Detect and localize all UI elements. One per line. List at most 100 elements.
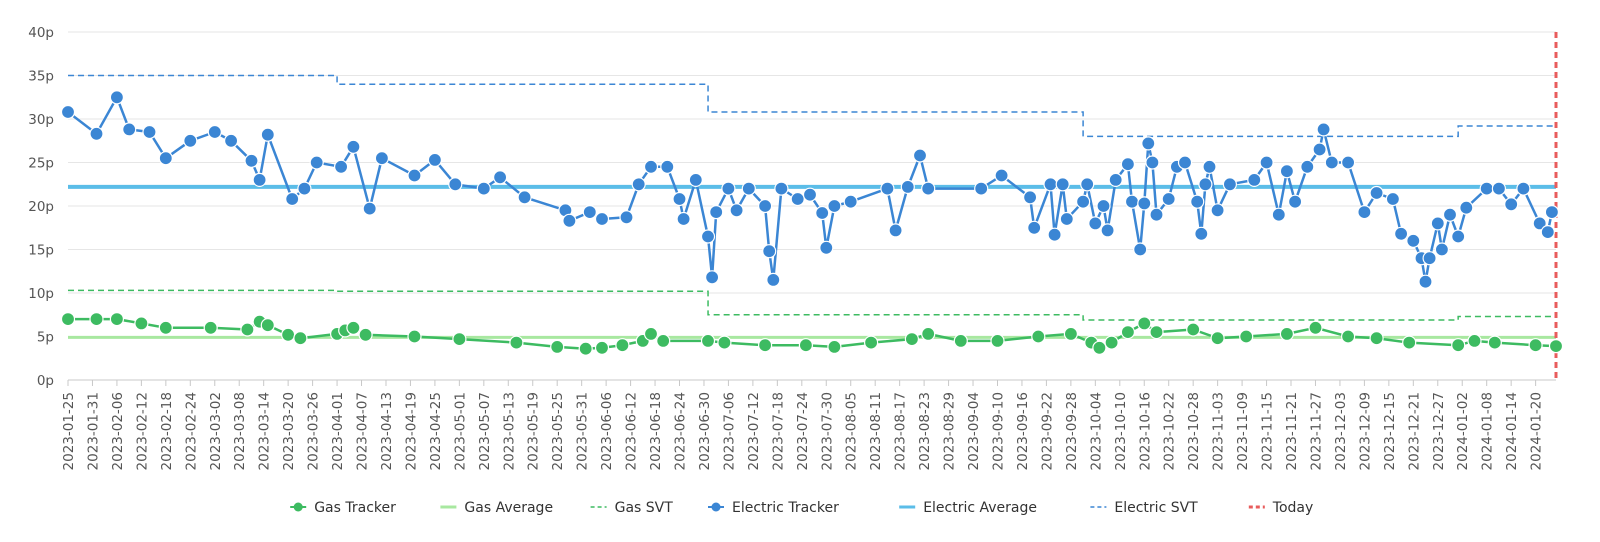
data-point-electric-tracker[interactable]: [1120, 157, 1136, 172]
data-point-gas-tracker[interactable]: [1467, 333, 1482, 348]
data-point-electric-tracker[interactable]: [1340, 155, 1356, 170]
data-point-electric-tracker[interactable]: [1271, 207, 1286, 222]
data-point-electric-tracker[interactable]: [1247, 172, 1262, 187]
data-point-electric-tracker[interactable]: [921, 181, 936, 196]
legend-item-gas-average[interactable]: Gas Average: [440, 500, 553, 516]
data-point-electric-tracker[interactable]: [594, 211, 610, 227]
data-point-electric-tracker[interactable]: [1096, 198, 1111, 214]
data-point-electric-tracker[interactable]: [517, 190, 532, 205]
data-point-gas-tracker[interactable]: [1186, 322, 1201, 337]
data-point-electric-tracker[interactable]: [1544, 205, 1560, 220]
data-point-electric-tracker[interactable]: [1088, 216, 1103, 231]
data-point-electric-tracker[interactable]: [1516, 181, 1531, 196]
data-point-electric-tracker[interactable]: [122, 122, 137, 137]
data-point-electric-tracker[interactable]: [374, 151, 389, 166]
data-point-gas-tracker[interactable]: [1308, 320, 1323, 335]
data-point-electric-tracker[interactable]: [762, 244, 777, 259]
data-point-electric-tracker[interactable]: [297, 181, 312, 196]
data-point-electric-tracker[interactable]: [309, 155, 324, 170]
data-point-electric-tracker[interactable]: [1022, 190, 1038, 205]
data-point-electric-tracker[interactable]: [1324, 155, 1339, 170]
data-point-electric-tracker[interactable]: [900, 179, 915, 194]
data-point-gas-tracker[interactable]: [281, 327, 296, 342]
data-point-gas-tracker[interactable]: [158, 320, 173, 335]
data-point-electric-tracker[interactable]: [1080, 177, 1095, 192]
data-point-electric-tracker[interactable]: [757, 198, 773, 214]
data-point-electric-tracker[interactable]: [1279, 164, 1295, 179]
data-point-electric-tracker[interactable]: [1059, 211, 1074, 227]
data-point-gas-tracker[interactable]: [1279, 326, 1295, 341]
data-point-electric-tracker[interactable]: [1194, 226, 1209, 241]
data-point-gas-tracker[interactable]: [260, 318, 275, 333]
data-point-electric-tracker[interactable]: [880, 181, 895, 196]
data-point-gas-tracker[interactable]: [1528, 338, 1543, 353]
data-point-electric-tracker[interactable]: [448, 177, 463, 192]
data-point-electric-tracker[interactable]: [1504, 197, 1519, 212]
data-point-gas-tracker[interactable]: [700, 333, 716, 348]
data-point-electric-tracker[interactable]: [709, 205, 724, 220]
data-point-electric-tracker[interactable]: [1459, 200, 1474, 215]
data-point-gas-tracker[interactable]: [1120, 325, 1136, 340]
data-point-electric-tracker[interactable]: [1141, 136, 1156, 151]
legend[interactable]: Gas Tracker Gas Average Gas SVT Electric Tr…: [290, 500, 1313, 516]
data-point-electric-tracker[interactable]: [700, 229, 716, 244]
data-point-electric-tracker[interactable]: [346, 139, 361, 154]
data-point-electric-tracker[interactable]: [1190, 194, 1205, 209]
data-point-electric-tracker[interactable]: [109, 90, 125, 105]
data-point-electric-tracker[interactable]: [1316, 122, 1331, 137]
data-point-electric-tracker[interactable]: [843, 194, 858, 209]
data-point-electric-tracker[interactable]: [476, 181, 491, 196]
data-point-gas-tracker[interactable]: [921, 326, 936, 341]
data-point-gas-tracker[interactable]: [757, 338, 773, 353]
data-point-electric-tracker[interactable]: [912, 148, 928, 163]
data-point-electric-tracker[interactable]: [1393, 226, 1409, 241]
legend-item-gas-tracker[interactable]: Gas Tracker: [290, 500, 396, 516]
data-point-electric-tracker[interactable]: [1357, 205, 1372, 220]
data-point-gas-tracker[interactable]: [1369, 331, 1384, 346]
data-point-electric-tracker[interactable]: [207, 124, 222, 140]
data-point-electric-tracker[interactable]: [888, 223, 903, 238]
data-point-gas-tracker[interactable]: [1137, 316, 1152, 331]
data-point-gas-tracker[interactable]: [203, 320, 218, 335]
data-point-gas-tracker[interactable]: [1104, 335, 1119, 350]
data-point-electric-tracker[interactable]: [815, 205, 830, 221]
data-point-gas-tracker[interactable]: [1149, 325, 1164, 340]
data-point-gas-tracker[interactable]: [346, 320, 361, 335]
data-point-gas-tracker[interactable]: [1340, 329, 1356, 344]
data-point-electric-tracker[interactable]: [427, 152, 442, 167]
data-point-gas-tracker[interactable]: [1210, 331, 1225, 346]
data-point-electric-tracker[interactable]: [1451, 229, 1466, 244]
data-point-electric-tracker[interactable]: [660, 159, 675, 174]
data-point-electric-tracker[interactable]: [183, 133, 198, 148]
data-point-gas-tracker[interactable]: [452, 332, 467, 347]
data-point-electric-tracker[interactable]: [1406, 233, 1421, 248]
data-point-electric-tracker[interactable]: [1434, 242, 1450, 257]
series-markers[interactable]: [60, 90, 1564, 356]
data-point-electric-tracker[interactable]: [819, 240, 834, 255]
data-point-gas-tracker[interactable]: [594, 340, 610, 355]
data-point-electric-tracker[interactable]: [802, 187, 818, 202]
data-point-electric-tracker[interactable]: [672, 191, 687, 207]
data-point-electric-tracker[interactable]: [334, 159, 349, 174]
data-point-electric-tracker[interactable]: [619, 210, 634, 225]
data-point-gas-tracker[interactable]: [1487, 335, 1502, 350]
data-point-gas-tracker[interactable]: [60, 312, 76, 327]
legend-item-today[interactable]: Today: [1248, 500, 1314, 516]
data-point-electric-tracker[interactable]: [1300, 159, 1315, 174]
data-point-electric-tracker[interactable]: [766, 272, 781, 287]
data-point-gas-tracker[interactable]: [656, 333, 671, 348]
data-point-gas-tracker[interactable]: [89, 312, 104, 327]
data-point-electric-tracker[interactable]: [158, 151, 173, 166]
data-point-electric-tracker[interactable]: [1287, 194, 1303, 209]
data-point-electric-tracker[interactable]: [252, 172, 267, 187]
data-point-gas-tracker[interactable]: [643, 326, 659, 341]
data-point-electric-tracker[interactable]: [1055, 177, 1070, 192]
data-point-electric-tracker[interactable]: [1108, 172, 1123, 187]
data-point-electric-tracker[interactable]: [142, 124, 157, 140]
data-point-electric-tracker[interactable]: [1047, 227, 1062, 242]
data-point-electric-tracker[interactable]: [1100, 223, 1115, 238]
data-point-gas-tracker[interactable]: [863, 335, 879, 350]
data-point-electric-tracker[interactable]: [1149, 207, 1164, 222]
data-point-gas-tracker[interactable]: [953, 333, 968, 348]
data-point-gas-tracker[interactable]: [717, 335, 732, 350]
